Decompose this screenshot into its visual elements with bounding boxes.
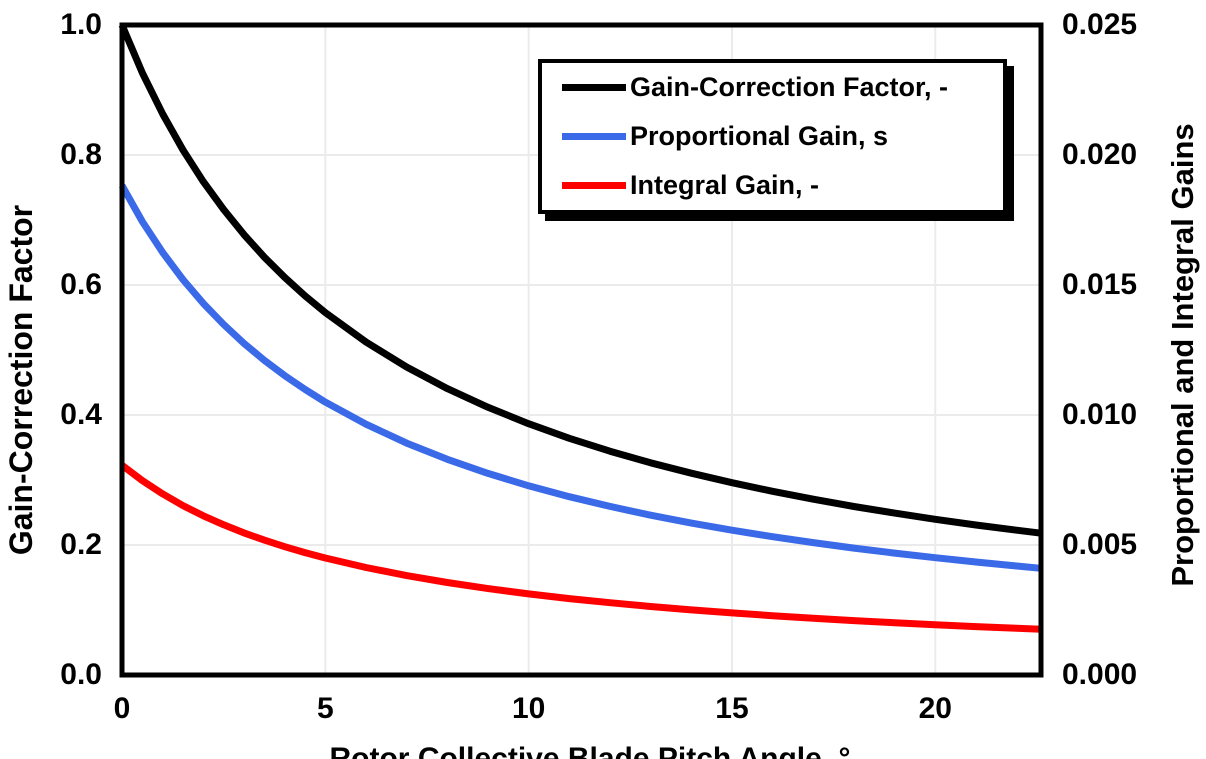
left-axis-tick-label: 1.0 [60,8,102,41]
right-axis-tick-label: 0.020 [1062,138,1138,171]
left-axis-tick-label: 0.2 [60,528,102,561]
legend-box: Gain-Correction Factor, - Proportional G… [538,59,1007,214]
left-axis-tick-label: 0.6 [60,268,102,301]
left-axis-title: Gain-Correction Factor [3,204,39,556]
x-axis-title: Rotor Collective Blade Pitch Angle, ° [329,742,851,759]
right-axis-tick-label: 0.005 [1062,528,1138,561]
x-axis-tick-label: 5 [316,692,334,725]
x-axis-tick-label: 15 [715,692,749,725]
right-axis-title: Proportional and Integral Gains [1165,123,1200,587]
legend-item-gain-correction-factor: Gain-Correction Factor, - [542,63,1003,112]
left-axis-tick-label: 0.4 [60,398,102,431]
series-line-2 [119,462,1042,633]
left-axis-tick-label: 0.0 [60,658,102,691]
right-axis-tick-label: 0.025 [1062,8,1138,41]
legend-label: Gain-Correction Factor, - [630,72,949,102]
legend-line-sample-blue [562,133,626,140]
series-line-0 [118,23,1042,537]
x-axis-tick-label: 0 [113,692,131,725]
series-line-1 [118,183,1042,572]
legend-line-sample-red [562,182,626,189]
legend-item-proportional-gain: Proportional Gain, s [542,112,1003,161]
legend-line-sample-black [562,84,626,91]
left-axis-tick-label: 0.8 [60,138,102,171]
x-axis-tick-label: 10 [511,692,546,725]
legend-item-integral-gain: Integral Gain, - [542,161,1003,210]
right-axis-tick-label: 0.000 [1062,658,1138,691]
right-axis-tick-label: 0.010 [1062,398,1138,431]
legend-label: Proportional Gain, s [630,121,889,151]
right-axis-tick-label: 0.015 [1062,268,1138,301]
x-axis-tick-label: 20 [918,692,952,725]
plot-frame [119,22,1044,678]
legend-label: Integral Gain, - [630,170,820,200]
